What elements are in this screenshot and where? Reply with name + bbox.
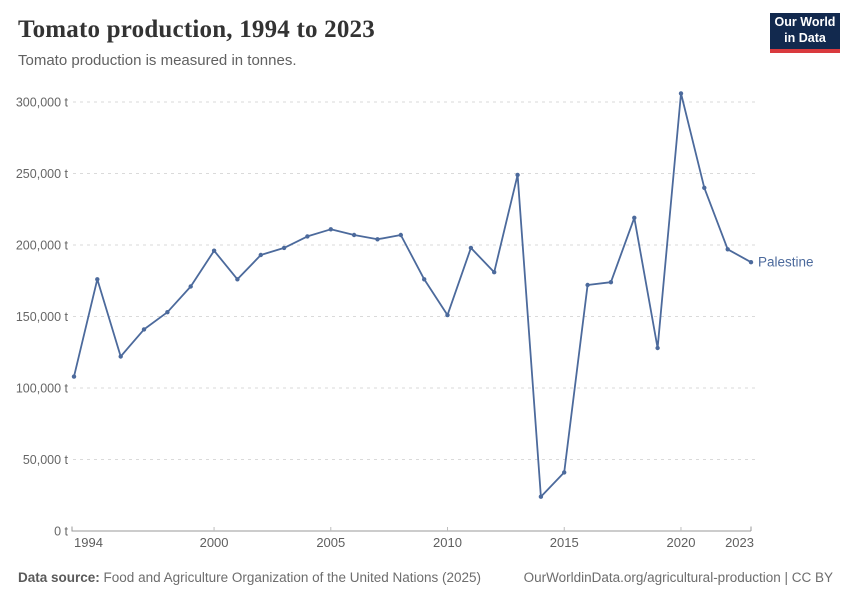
- data-point-2003[interactable]: [281, 245, 287, 251]
- series-label-palestine[interactable]: Palestine: [758, 255, 814, 270]
- data-point-2016[interactable]: [585, 282, 590, 288]
- data-point-2023[interactable]: [748, 260, 754, 265]
- y-tick-label: 50,000 t: [23, 453, 69, 467]
- data-point-1998[interactable]: [165, 310, 170, 315]
- data-point-2021[interactable]: [702, 185, 707, 190]
- y-tick-label: 100,000 t: [16, 382, 69, 396]
- data-point-2020[interactable]: [678, 91, 684, 96]
- data-source-text: Food and Agriculture Organization of the…: [103, 570, 482, 585]
- data-point-2013[interactable]: [515, 172, 520, 178]
- chart-title: Tomato production, 1994 to 2023: [18, 16, 375, 43]
- data-source: Data source: Food and Agriculture Organi…: [18, 569, 481, 586]
- y-tick-label: 300,000 t: [16, 96, 69, 110]
- data-point-2015[interactable]: [562, 470, 567, 475]
- y-tick-label: 150,000 t: [16, 310, 69, 324]
- x-tick-label: 2010: [433, 535, 462, 550]
- data-point-1995[interactable]: [95, 277, 100, 282]
- attribution-link[interactable]: OurWorldinData.org/agricultural-producti…: [523, 570, 833, 585]
- data-point-2005[interactable]: [328, 227, 333, 232]
- owid-logo-line2: in Data: [784, 30, 826, 45]
- data-point-2002[interactable]: [258, 252, 263, 258]
- x-tick-label: 2015: [550, 535, 579, 550]
- data-point-2010[interactable]: [445, 312, 450, 318]
- data-point-1999[interactable]: [188, 284, 193, 289]
- data-point-1997[interactable]: [141, 327, 147, 332]
- data-point-2022[interactable]: [725, 247, 730, 252]
- data-point-2006[interactable]: [351, 232, 357, 238]
- series-line-palestine[interactable]: [73, 92, 752, 498]
- data-point-2014[interactable]: [538, 494, 544, 499]
- data-point-2008[interactable]: [398, 232, 403, 238]
- x-tick-label: 2005: [316, 535, 345, 550]
- data-point-2011[interactable]: [468, 245, 474, 251]
- x-tick-label: 2020: [667, 535, 696, 550]
- x-tick-label: 2000: [200, 535, 229, 550]
- data-point-2004[interactable]: [305, 234, 310, 239]
- y-tick-label: 250,000 t: [16, 167, 69, 181]
- y-tick-label: 0 t: [54, 525, 68, 539]
- owid-logo-line1: Our World: [774, 15, 836, 29]
- x-tick-label: 1994: [74, 535, 103, 550]
- data-source-label: Data source:: [18, 570, 100, 585]
- y-tick-label: 200,000 t: [16, 239, 69, 253]
- data-point-2000[interactable]: [211, 248, 217, 253]
- data-point-2012[interactable]: [492, 270, 497, 275]
- chart-subtitle: Tomato production is measured in tonnes.: [18, 52, 297, 69]
- data-point-2018[interactable]: [632, 215, 637, 220]
- data-point-2017[interactable]: [608, 280, 614, 285]
- data-point-2007[interactable]: [375, 237, 380, 242]
- chart-footer: Data source: Food and Agriculture Organi…: [18, 569, 833, 586]
- data-point-1994[interactable]: [71, 374, 77, 379]
- data-point-2009[interactable]: [422, 277, 427, 282]
- owid-logo[interactable]: Our World in Data: [770, 13, 840, 53]
- data-point-2001[interactable]: [235, 277, 240, 282]
- data-point-1996[interactable]: [118, 354, 123, 359]
- data-point-2019[interactable]: [655, 345, 660, 351]
- x-tick-label: 2023: [725, 535, 754, 550]
